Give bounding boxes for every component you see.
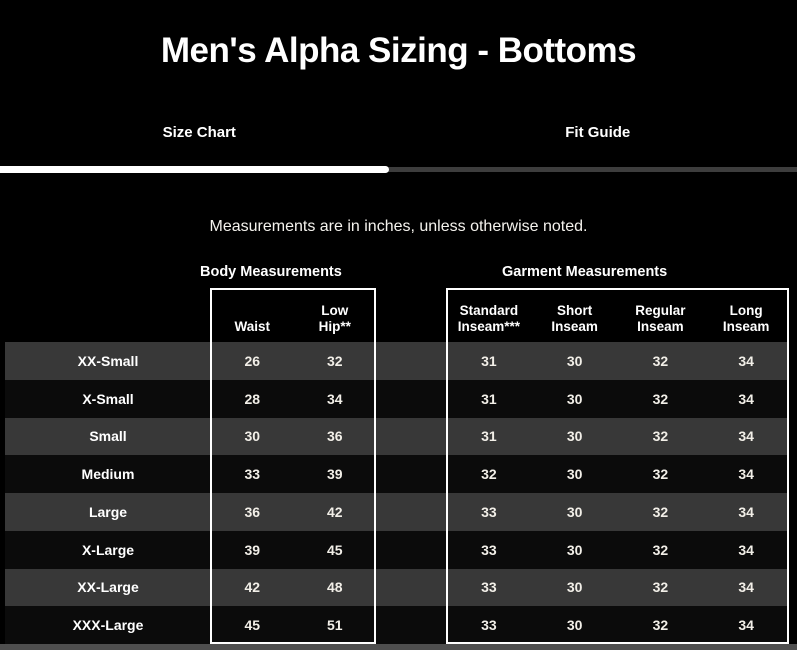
cell-low-hip: 34 xyxy=(326,390,343,407)
row-gap xyxy=(376,380,446,418)
cell-low-hip: 51 xyxy=(326,617,343,634)
section-heading-body: Body Measurements xyxy=(200,264,342,280)
cell-regular-inseam: 32 xyxy=(652,428,669,445)
cell-standard-inseam: 33 xyxy=(481,503,497,520)
cell-waist: 26 xyxy=(244,352,261,369)
tab-active-indicator xyxy=(0,166,389,173)
cell-standard-inseam: 33 xyxy=(481,579,497,596)
cell-short-inseam: 30 xyxy=(566,541,583,558)
cell-short-inseam: 30 xyxy=(566,466,583,483)
cell-waist: 33 xyxy=(244,466,261,483)
row-size-label: XXX-Large xyxy=(72,617,144,634)
cell-short-inseam: 30 xyxy=(566,352,583,369)
row-size-label: X-Large xyxy=(81,541,135,558)
row-size-label: Large xyxy=(88,503,128,520)
column-header-low-hip: Low Hip** xyxy=(318,303,351,334)
column-header-gap xyxy=(376,335,446,342)
table-row: XX-Large 42 48 33 30 32 34 xyxy=(5,568,789,607)
cell-standard-inseam: 31 xyxy=(481,390,497,407)
cell-regular-inseam: 32 xyxy=(652,541,669,558)
column-header-long-inseam: Long Inseam xyxy=(722,303,770,334)
cell-low-hip: 48 xyxy=(326,579,343,596)
measurement-note: Measurements are in inches, unless other… xyxy=(209,218,588,235)
row-gap xyxy=(376,342,446,380)
row-size-label: Medium xyxy=(81,466,135,483)
row-gap xyxy=(376,493,446,531)
cell-waist: 45 xyxy=(244,617,261,634)
cell-long-inseam: 34 xyxy=(738,579,754,596)
cell-long-inseam: 34 xyxy=(738,541,754,558)
cell-standard-inseam: 33 xyxy=(481,617,497,634)
row-size-label: X-Small xyxy=(82,390,134,407)
cell-regular-inseam: 32 xyxy=(652,617,669,634)
cell-standard-inseam: 31 xyxy=(481,352,497,369)
table-row: X-Large 39 45 33 30 32 34 xyxy=(5,530,789,569)
cell-standard-inseam: 31 xyxy=(481,428,497,445)
cell-low-hip: 42 xyxy=(326,503,343,520)
column-header-short-inseam: Short Inseam xyxy=(551,303,598,334)
row-gap xyxy=(376,606,446,644)
section-heading-garment: Garment Measurements xyxy=(502,264,668,280)
cell-low-hip: 32 xyxy=(326,352,343,369)
cell-low-hip: 36 xyxy=(326,428,343,445)
column-header-regular-inseam: Regular Inseam xyxy=(635,303,686,334)
cell-short-inseam: 30 xyxy=(566,579,583,596)
cell-short-inseam: 30 xyxy=(566,503,583,520)
column-header-waist: Waist xyxy=(234,319,270,334)
cell-low-hip: 39 xyxy=(326,466,343,483)
cell-regular-inseam: 32 xyxy=(652,466,669,483)
cell-regular-inseam: 32 xyxy=(652,390,669,407)
cell-standard-inseam: 33 xyxy=(481,541,497,558)
cell-long-inseam: 34 xyxy=(738,466,754,483)
cell-regular-inseam: 32 xyxy=(652,579,669,596)
cell-short-inseam: 30 xyxy=(566,617,583,634)
table-row: X-Small 28 34 31 30 32 34 xyxy=(5,379,789,418)
cell-long-inseam: 34 xyxy=(738,428,754,445)
table-row: Medium 33 39 32 30 32 34 xyxy=(5,455,789,493)
cell-long-inseam: 34 xyxy=(738,503,754,520)
column-header-standard-inseam: Standard Inseam*** xyxy=(457,303,521,334)
table-row: Large 36 42 33 30 32 34 xyxy=(5,493,789,531)
row-gap xyxy=(376,418,446,456)
cell-regular-inseam: 32 xyxy=(652,352,669,369)
table-row: Small 30 36 31 30 32 34 xyxy=(5,417,789,456)
cell-long-inseam: 34 xyxy=(738,352,754,369)
row-gap xyxy=(376,455,446,493)
cell-waist: 30 xyxy=(244,428,261,445)
cell-waist: 28 xyxy=(244,390,261,407)
row-gap xyxy=(376,569,446,607)
tab-size-chart[interactable]: Size Chart xyxy=(162,124,236,141)
row-size-label: Small xyxy=(89,428,127,445)
cell-long-inseam: 34 xyxy=(738,617,754,634)
table-row: XX-Small 26 32 31 30 32 34 xyxy=(5,342,789,380)
cell-regular-inseam: 32 xyxy=(652,503,669,520)
column-header-size xyxy=(5,335,211,342)
table-rows: XX-Small 26 32 31 30 32 34 X-Small 28 34 31 30 32 34 S… xyxy=(5,342,789,644)
table-row: XXX-Large 45 51 33 30 32 34 xyxy=(5,606,789,644)
table-header-row: Waist Low Hip** Standard Inseam*** Short… xyxy=(5,288,789,342)
cell-waist: 42 xyxy=(244,579,261,596)
cell-waist: 36 xyxy=(244,503,261,520)
tab-bar: Size Chart Fit Guide xyxy=(0,124,797,146)
cell-short-inseam: 30 xyxy=(566,390,583,407)
tab-fit-guide[interactable]: Fit Guide xyxy=(565,124,631,141)
tab-underline-track xyxy=(0,167,797,172)
page-title: Men's Alpha Sizing - Bottoms xyxy=(160,31,637,71)
cell-low-hip: 45 xyxy=(326,541,343,558)
cell-short-inseam: 30 xyxy=(566,428,583,445)
row-size-label: XX-Small xyxy=(77,352,139,369)
cell-long-inseam: 34 xyxy=(738,390,754,407)
horizontal-scrollbar[interactable] xyxy=(0,644,797,650)
cell-waist: 39 xyxy=(244,541,261,558)
cell-standard-inseam: 32 xyxy=(481,466,497,483)
row-size-label: XX-Large xyxy=(77,579,139,596)
row-gap xyxy=(376,531,446,569)
